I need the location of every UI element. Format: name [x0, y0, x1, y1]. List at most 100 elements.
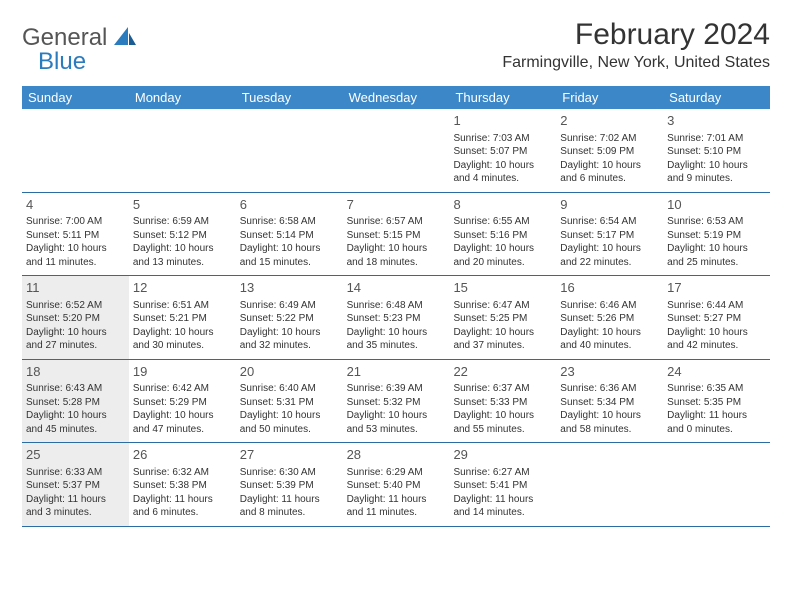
day-cell: 17 Sunrise: 6:44 AMSunset: 5:27 PMDayligh…	[663, 276, 770, 359]
day-number: 23	[560, 363, 659, 381]
daylight-text: Daylight: 10 hours and 42 minutes.	[667, 326, 766, 353]
day-number: 22	[453, 363, 552, 381]
day-number: 29	[453, 446, 552, 464]
day-cell: 18Sunrise: 6:43 AMSunset: 5:28 PMDayligh…	[22, 360, 129, 443]
month-title: February 2024	[502, 18, 770, 52]
location-text: Farmingville, New York, United States	[502, 54, 770, 72]
daylight-text: Daylight: 10 hours and 20 minutes.	[453, 242, 552, 269]
day-cell: 28Sunrise: 6:29 AMSunset: 5:40 PMDayligh…	[343, 443, 450, 526]
day-cell: 5Sunrise: 6:59 AMSunset: 5:12 PMDaylight…	[129, 193, 236, 276]
day-cell: 21Sunrise: 6:39 AMSunset: 5:32 PMDayligh…	[343, 360, 450, 443]
day-cell: 10Sunrise: 6:53 AMSunset: 5:19 PMDayligh…	[663, 193, 770, 276]
sunrise-text: Sunrise: 6:46 AM	[560, 299, 659, 313]
day-header: Sunday	[22, 86, 129, 109]
day-header: Saturday	[663, 86, 770, 109]
sunrise-text: Sunrise: 6:59 AM	[133, 215, 232, 229]
page-header: General Blue February 2024 Farmingville,…	[22, 18, 770, 76]
sunset-text: Sunset: 5:33 PM	[453, 396, 552, 410]
sunset-text: Sunset: 5:29 PM	[133, 396, 232, 410]
sunset-text: Sunset: 5:28 PM	[26, 396, 125, 410]
sunset-text: Sunset: 5:27 PM	[667, 312, 766, 326]
daylight-text: Daylight: 10 hours and 9 minutes.	[667, 159, 766, 186]
daylight-text: Daylight: 10 hours and 6 minutes.	[560, 159, 659, 186]
day-cell: 11Sunrise: 6:52 AMSunset: 5:20 PMDayligh…	[22, 276, 129, 359]
day-number: 28	[347, 446, 446, 464]
daylight-text: Daylight: 10 hours and 40 minutes.	[560, 326, 659, 353]
week-row: 1Sunrise: 7:03 AMSunset: 5:07 PMDaylight…	[22, 109, 770, 193]
sunrise-text: Sunrise: 6:27 AM	[453, 466, 552, 480]
sunset-text: Sunset: 5:14 PM	[240, 229, 339, 243]
sunset-text: Sunset: 5:22 PM	[240, 312, 339, 326]
day-header: Tuesday	[236, 86, 343, 109]
day-number: 10	[667, 196, 766, 214]
sunset-text: Sunset: 5:26 PM	[560, 312, 659, 326]
sunset-text: Sunset: 5:31 PM	[240, 396, 339, 410]
day-number: 3	[667, 112, 766, 130]
day-number: 11	[26, 279, 125, 297]
daylight-text: Daylight: 10 hours and 37 minutes.	[453, 326, 552, 353]
day-number: 18	[26, 363, 125, 381]
daylight-text: Daylight: 11 hours and 11 minutes.	[347, 493, 446, 520]
sunrise-text: Sunrise: 6:33 AM	[26, 466, 125, 480]
day-number: 26	[133, 446, 232, 464]
day-cell: 9Sunrise: 6:54 AMSunset: 5:17 PMDaylight…	[556, 193, 663, 276]
calendar: SundayMondayTuesdayWednesdayThursdayFrid…	[22, 86, 770, 527]
day-cell: 29 Sunrise: 6:27 AMSunset: 5:41 PMDayligh…	[449, 443, 556, 526]
day-cell: 16 Sunrise: 6:46 AMSunset: 5:26 PMDayligh…	[556, 276, 663, 359]
day-number: 5	[133, 196, 232, 214]
day-number: 14	[347, 279, 446, 297]
day-header: Wednesday	[343, 86, 450, 109]
sunrise-text: Sunrise: 6:47 AM	[453, 299, 552, 313]
day-cell: 27Sunrise: 6:30 AMSunset: 5:39 PMDayligh…	[236, 443, 343, 526]
daylight-text: Daylight: 10 hours and 13 minutes.	[133, 242, 232, 269]
day-number: 25	[26, 446, 125, 464]
sunset-text: Sunset: 5:37 PM	[26, 479, 125, 493]
day-number: 12	[133, 279, 232, 297]
day-number: 1	[453, 112, 552, 130]
week-row: 11Sunrise: 6:52 AMSunset: 5:20 PMDayligh…	[22, 276, 770, 360]
day-header: Thursday	[449, 86, 556, 109]
sunset-text: Sunset: 5:21 PM	[133, 312, 232, 326]
day-cell: 22Sunrise: 6:37 AMSunset: 5:33 PMDayligh…	[449, 360, 556, 443]
day-number: 17	[667, 279, 766, 297]
sunset-text: Sunset: 5:38 PM	[133, 479, 232, 493]
weeks-container: 1Sunrise: 7:03 AMSunset: 5:07 PMDaylight…	[22, 109, 770, 527]
logo-text-general: General	[22, 24, 107, 51]
day-number: 20	[240, 363, 339, 381]
daylight-text: Daylight: 11 hours and 14 minutes.	[453, 493, 552, 520]
title-block: February 2024 Farmingville, New York, Un…	[502, 18, 770, 72]
day-cell: 4Sunrise: 7:00 AMSunset: 5:11 PMDaylight…	[22, 193, 129, 276]
sunset-text: Sunset: 5:17 PM	[560, 229, 659, 243]
sunset-text: Sunset: 5:35 PM	[667, 396, 766, 410]
day-number: 16	[560, 279, 659, 297]
sunrise-text: Sunrise: 6:44 AM	[667, 299, 766, 313]
logo-text-block: General Blue	[22, 24, 136, 76]
daylight-text: Daylight: 11 hours and 8 minutes.	[240, 493, 339, 520]
sunrise-text: Sunrise: 6:55 AM	[453, 215, 552, 229]
day-cell: 2Sunrise: 7:02 AMSunset: 5:09 PMDaylight…	[556, 109, 663, 192]
sunrise-text: Sunrise: 6:42 AM	[133, 382, 232, 396]
sunrise-text: Sunrise: 6:35 AM	[667, 382, 766, 396]
logo-text-blue: Blue	[38, 48, 136, 76]
day-number: 21	[347, 363, 446, 381]
day-cell: 14Sunrise: 6:48 AMSunset: 5:23 PMDayligh…	[343, 276, 450, 359]
day-header: Friday	[556, 86, 663, 109]
day-cell: 13Sunrise: 6:49 AMSunset: 5:22 PMDayligh…	[236, 276, 343, 359]
sunrise-text: Sunrise: 6:32 AM	[133, 466, 232, 480]
day-cell	[343, 109, 450, 192]
day-number: 27	[240, 446, 339, 464]
daylight-text: Daylight: 10 hours and 32 minutes.	[240, 326, 339, 353]
sunrise-text: Sunrise: 6:53 AM	[667, 215, 766, 229]
sunrise-text: Sunrise: 6:48 AM	[347, 299, 446, 313]
sunset-text: Sunset: 5:16 PM	[453, 229, 552, 243]
day-cell: 15Sunrise: 6:47 AMSunset: 5:25 PMDayligh…	[449, 276, 556, 359]
sunrise-text: Sunrise: 6:51 AM	[133, 299, 232, 313]
day-cell	[556, 443, 663, 526]
day-number: 19	[133, 363, 232, 381]
sunset-text: Sunset: 5:32 PM	[347, 396, 446, 410]
day-number: 7	[347, 196, 446, 214]
sunset-text: Sunset: 5:07 PM	[453, 145, 552, 159]
daylight-text: Daylight: 10 hours and 55 minutes.	[453, 409, 552, 436]
day-cell: 20Sunrise: 6:40 AMSunset: 5:31 PMDayligh…	[236, 360, 343, 443]
sunset-text: Sunset: 5:41 PM	[453, 479, 552, 493]
